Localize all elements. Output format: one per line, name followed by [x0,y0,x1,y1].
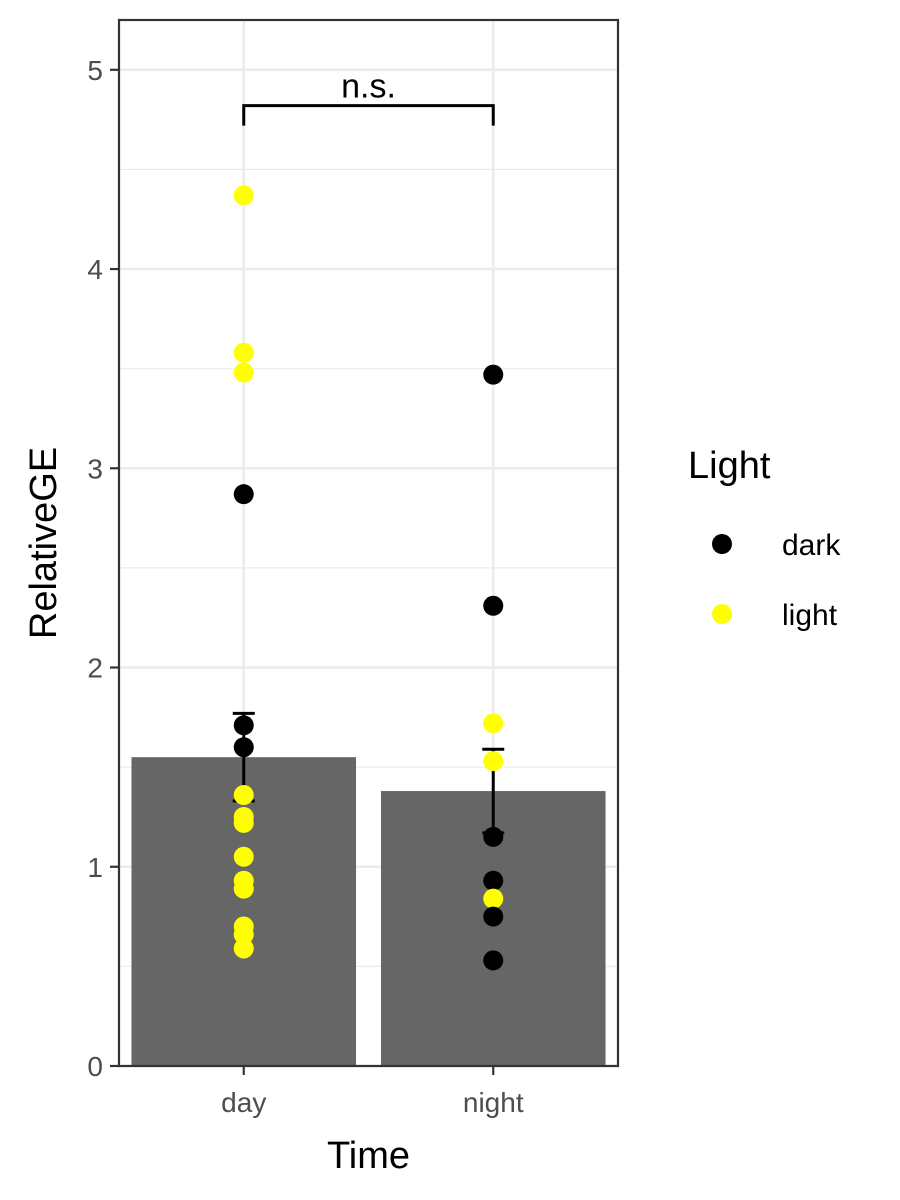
y-tick-label: 2 [87,653,103,684]
data-point-light [483,888,504,909]
x-tick-label: night [463,1087,524,1118]
legend-key-light [712,604,732,624]
data-point-dark [483,364,504,385]
y-axis-title: RelativeGE [23,447,65,639]
y-tick-label: 4 [87,254,103,285]
panel-border [117,18,620,1068]
legend-label-dark: dark [782,529,841,562]
data-point-dark [233,737,254,758]
x-tick-label: day [221,1087,266,1118]
significance-bracket [242,104,495,126]
data-point-light [233,938,254,959]
data-point-dark [233,715,254,736]
data-point-light [483,751,504,772]
data-point-dark [233,484,254,505]
data-point-light [233,342,254,363]
data-point-dark [483,826,504,847]
data-point-light [483,713,504,734]
data-point-light [233,878,254,899]
data-point-light [233,185,254,206]
legend-title: Light [688,445,771,487]
significance-label: n.s. [341,68,396,106]
data-point-light [233,846,254,867]
y-tick-label: 0 [87,1051,103,1082]
legend-label-light: light [782,599,838,632]
x-axis-title: Time [327,1135,410,1177]
data-point-dark [483,906,504,927]
data-point-dark [483,595,504,616]
data-point-dark [483,870,504,891]
data-point-light [233,362,254,383]
data-point-dark [483,950,504,971]
y-tick-label: 1 [87,852,103,883]
data-point-light [233,812,254,833]
legend-key-dark [712,534,732,554]
y-tick-label: 3 [87,453,103,484]
data-point-light [233,924,254,945]
data-point-light [233,785,254,806]
y-tick-label: 5 [87,55,103,86]
